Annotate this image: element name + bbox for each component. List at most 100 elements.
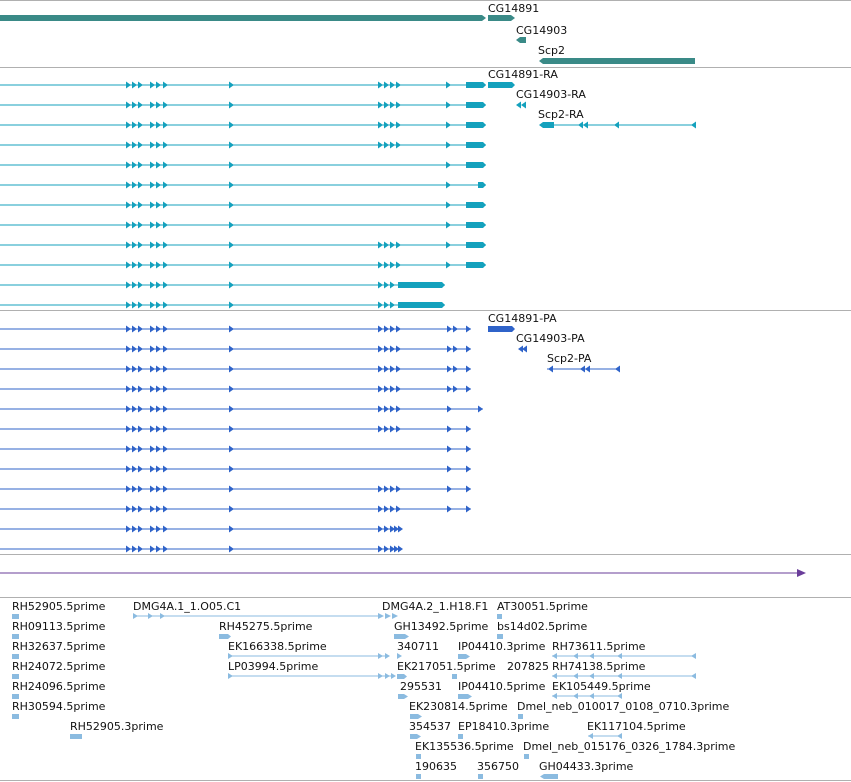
exon-arrow[interactable] [384,101,389,109]
exon-arrow[interactable] [378,241,383,249]
cds-arrow[interactable] [466,465,471,473]
cds-arrow[interactable] [132,445,137,453]
exon-arrow[interactable] [446,101,451,109]
cds-arrow[interactable] [156,325,161,333]
cds-arrow[interactable] [132,365,137,373]
exon-arrow[interactable] [150,261,155,269]
exon-arrow[interactable] [126,181,131,189]
cds-arrow[interactable] [126,345,131,353]
cds-arrow[interactable] [229,465,234,473]
exon-block[interactable] [466,142,486,148]
cds-arrow-cg14903-pa[interactable] [518,345,523,353]
exon-arrow[interactable] [138,81,143,89]
exon-arrow[interactable] [229,201,234,209]
cds-arrow[interactable] [163,445,168,453]
est-feature[interactable] [552,673,557,679]
cds-arrow[interactable] [384,325,389,333]
est-feature[interactable] [458,654,470,659]
cds-arrow[interactable] [229,345,234,353]
est-feature[interactable] [588,733,593,739]
cds-arrow[interactable] [138,365,143,373]
est-feature[interactable] [391,673,396,679]
cds-arrow[interactable] [150,345,155,353]
cds-arrow-scp2-pa[interactable] [585,365,590,373]
exon-arrow-cg14903-ra[interactable] [516,101,521,109]
cds-arrow[interactable] [150,325,155,333]
cds-arrow[interactable] [156,385,161,393]
gene-feature-scp2[interactable] [539,58,695,64]
exon-block[interactable] [466,202,486,208]
exon-arrow[interactable] [138,261,143,269]
exon-arrow[interactable] [229,241,234,249]
exon-arrow[interactable] [138,221,143,229]
cds-arrow[interactable] [378,405,383,413]
est-feature[interactable] [691,653,696,659]
exon-block[interactable] [466,262,486,268]
cds-arrow[interactable] [378,385,383,393]
exon-arrow[interactable] [138,241,143,249]
exon-block[interactable] [398,302,445,308]
exon-arrow[interactable] [163,281,168,289]
est-feature[interactable] [552,653,557,659]
cds-arrow[interactable] [163,545,168,553]
cds-arrow[interactable] [150,485,155,493]
cds-arrow[interactable] [229,365,234,373]
est-feature[interactable] [228,673,233,679]
cds-arrow[interactable] [384,505,389,513]
exon-arrow[interactable] [132,301,137,309]
exon-arrow[interactable] [150,141,155,149]
exon-arrow[interactable] [138,121,143,129]
est-feature[interactable] [394,634,409,639]
exon-arrow[interactable] [156,141,161,149]
cds-arrow[interactable] [378,325,383,333]
exon-arrow[interactable] [138,101,143,109]
est-feature[interactable] [12,674,19,679]
exon-arrow[interactable] [378,101,383,109]
exon-block[interactable] [398,282,445,288]
exon-arrow[interactable] [446,261,451,269]
cds-arrow[interactable] [378,345,383,353]
gene-feature-cg14891[interactable] [488,15,515,21]
cds-arrow[interactable] [132,405,137,413]
cds-arrow[interactable] [126,325,131,333]
cds-arrow[interactable] [163,365,168,373]
cds-arrow[interactable] [447,425,452,433]
exon-arrow[interactable] [396,81,401,89]
est-feature[interactable] [385,613,391,619]
exon-block[interactable] [466,102,486,108]
exon-arrow[interactable] [384,81,389,89]
cds-arrow[interactable] [150,505,155,513]
exon-arrow[interactable] [132,221,137,229]
cds-arrow[interactable] [390,385,395,393]
est-feature[interactable] [397,674,407,679]
cds-arrow[interactable] [384,405,389,413]
cds-arrow[interactable] [384,545,389,553]
est-feature[interactable] [589,693,594,699]
exon-arrow[interactable] [396,101,401,109]
est-feature[interactable] [452,674,457,679]
est-feature[interactable] [617,693,622,699]
cds-arrow[interactable] [384,385,389,393]
est-feature[interactable] [573,693,578,699]
cds-arrow[interactable] [396,325,401,333]
exon-arrow[interactable] [229,161,234,169]
exon-arrow[interactable] [150,201,155,209]
est-feature[interactable] [12,714,19,719]
exon-arrow[interactable] [156,181,161,189]
cds-arrow[interactable] [163,465,168,473]
cds-arrow[interactable] [163,425,168,433]
cds-arrow[interactable] [163,345,168,353]
cds-arrow[interactable] [138,405,143,413]
exon-arrow[interactable] [132,181,137,189]
est-feature[interactable] [12,694,19,699]
exon-arrow[interactable] [126,301,131,309]
cds-arrow[interactable] [138,505,143,513]
exon-arrow[interactable] [126,241,131,249]
cds-arrow[interactable] [163,405,168,413]
exon-arrow[interactable] [396,241,401,249]
cds-arrow[interactable] [398,545,403,553]
cds-arrow[interactable] [126,445,131,453]
exon-arrow[interactable] [156,101,161,109]
exon-arrow[interactable] [132,161,137,169]
est-feature[interactable] [410,734,421,739]
